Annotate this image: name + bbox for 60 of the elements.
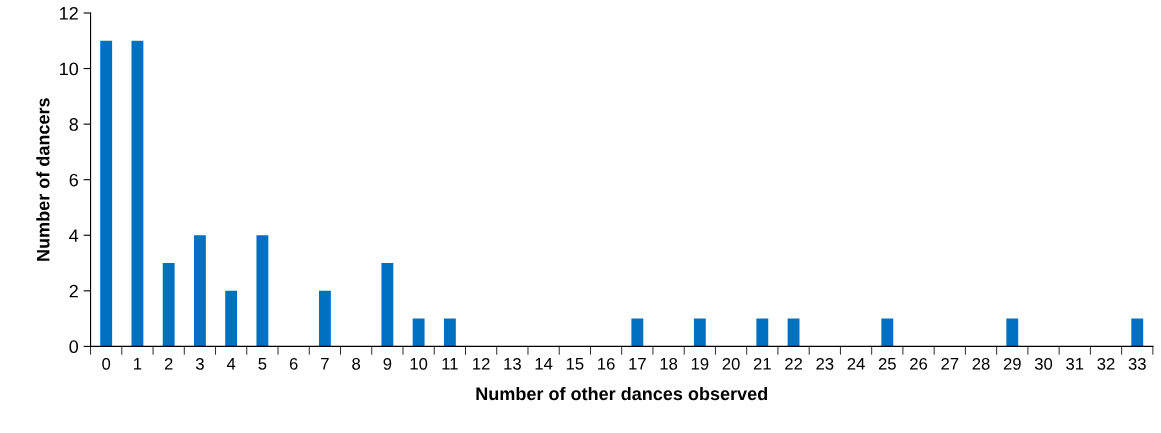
y-tick-label: 12 bbox=[60, 6, 78, 20]
x-tick-label: 14 bbox=[535, 358, 553, 370]
bar bbox=[756, 318, 769, 347]
bar bbox=[225, 290, 238, 347]
bar bbox=[1006, 318, 1019, 347]
x-tick-label: 33 bbox=[1128, 357, 1146, 370]
x-tick-label: 0 bbox=[102, 357, 111, 370]
y-tick-label: 10 bbox=[60, 62, 79, 76]
x-tick-label: 6 bbox=[289, 357, 298, 370]
x-tick-label: 24 bbox=[847, 357, 865, 370]
x-tick-label: 2 bbox=[164, 357, 173, 370]
bar bbox=[693, 318, 706, 347]
bar bbox=[318, 290, 331, 347]
x-tick-label: 3 bbox=[195, 357, 204, 370]
bar bbox=[1131, 318, 1144, 347]
x-tick-label: 27 bbox=[941, 357, 959, 370]
x-tick-label: 9 bbox=[383, 357, 392, 370]
x-tick-label: 23 bbox=[816, 357, 834, 370]
x-axis-title: Number of other dances observed bbox=[476, 386, 768, 401]
bar bbox=[412, 318, 425, 347]
x-tick-label: 7 bbox=[321, 358, 329, 370]
x-tick-label: 31 bbox=[1066, 357, 1084, 370]
y-tick-label: 2 bbox=[69, 284, 78, 298]
x-tick-label: 1 bbox=[134, 358, 142, 370]
x-tick-label: 20 bbox=[722, 357, 740, 370]
x-tick-label: 4 bbox=[226, 358, 236, 370]
bar bbox=[100, 40, 113, 347]
x-tick-label: 30 bbox=[1034, 357, 1053, 370]
y-tick-label: 4 bbox=[69, 229, 79, 242]
x-tick-label: 11 bbox=[442, 358, 458, 370]
bar bbox=[881, 318, 894, 347]
y-axis-title: Number of dancers bbox=[36, 98, 50, 261]
x-tick-label: 17 bbox=[629, 358, 646, 370]
x-tick-label: 25 bbox=[878, 357, 896, 370]
x-tick-label: 26 bbox=[910, 357, 928, 370]
x-tick-label: 22 bbox=[785, 357, 802, 370]
y-tick-label: 0 bbox=[69, 340, 79, 354]
x-tick-label: 16 bbox=[598, 357, 615, 370]
bar bbox=[381, 263, 394, 347]
x-tick-label: 21 bbox=[753, 357, 771, 370]
x-tick-label: 8 bbox=[352, 357, 361, 370]
bar bbox=[193, 235, 206, 347]
x-tick-label: 12 bbox=[473, 357, 490, 370]
x-tick-label: 28 bbox=[972, 357, 990, 370]
bar bbox=[256, 235, 269, 347]
bar bbox=[787, 318, 800, 347]
x-tick-label: 29 bbox=[1003, 357, 1021, 370]
x-tick-label: 32 bbox=[1097, 357, 1115, 370]
bar bbox=[631, 318, 644, 347]
bar bbox=[131, 40, 144, 347]
x-tick-label: 19 bbox=[691, 357, 709, 370]
y-tick-label: 6 bbox=[69, 173, 78, 187]
bar bbox=[443, 318, 456, 347]
x-tick-label: 13 bbox=[504, 357, 521, 370]
x-tick-label: 15 bbox=[566, 358, 584, 370]
x-tick-label: 5 bbox=[258, 358, 267, 370]
y-tick-label: 8 bbox=[69, 118, 78, 131]
x-tick-label: 10 bbox=[410, 357, 428, 370]
x-tick-label: 18 bbox=[660, 357, 678, 370]
bar bbox=[162, 263, 175, 347]
